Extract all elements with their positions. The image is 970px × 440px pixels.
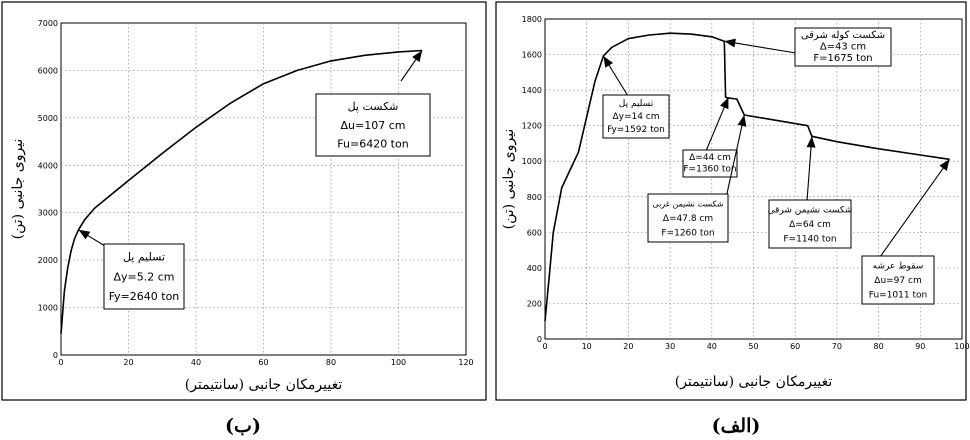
y-tick-label: 7000 xyxy=(38,19,58,28)
x-tick-label: 100 xyxy=(954,342,969,351)
annotation-text: Fy=2640 ton xyxy=(109,290,180,303)
arrowhead-icon xyxy=(939,159,950,171)
x-tick-label: 120 xyxy=(458,358,473,367)
x-tick-label: 30 xyxy=(665,342,675,351)
y-tick-label: 0 xyxy=(537,335,542,344)
annotation: Δ=44 cm F=1360 ton xyxy=(682,97,738,178)
annotation-text: Δy=14 cm xyxy=(612,112,659,122)
annotation: تسلیم پل Δy=14 cm Fy=1592 ton xyxy=(602,55,670,139)
y-tick-label: 0 xyxy=(53,351,58,360)
y-tick-label: 1800 xyxy=(522,15,542,24)
annotation-text: Δ=44 cm xyxy=(689,153,731,163)
y-axis-label: نیروی جانبی (تن) xyxy=(501,129,517,230)
y-tick-label: 400 xyxy=(527,264,542,273)
panel-label: (ب) xyxy=(225,415,261,437)
annotation-text: Fu=1011 ton xyxy=(869,290,927,300)
annotation-text: شکست پل xyxy=(348,100,399,113)
arrowhead-icon xyxy=(806,136,816,148)
y-tick-label: 1000 xyxy=(38,304,58,313)
arrowhead-icon xyxy=(724,38,736,48)
annotation-text: Δ=43 cm xyxy=(820,41,866,52)
y-tick-label: 1000 xyxy=(522,157,542,166)
annotation-text: Δy=5.2 cm xyxy=(113,270,174,283)
arrowhead-icon xyxy=(412,50,423,63)
y-tick-label: 200 xyxy=(527,299,542,308)
annotation-box xyxy=(794,27,892,67)
x-tick-label: 100 xyxy=(391,358,406,367)
annotation-leader-line xyxy=(724,40,803,55)
x-axis-label: تغییرمکان جانبی (سانتیمتر) xyxy=(185,377,343,393)
annotation-text: Fy=1592 ton xyxy=(607,125,665,135)
data-series-line xyxy=(60,49,423,334)
y-tick-label: 1600 xyxy=(522,51,542,60)
annotation-leader-line xyxy=(879,158,950,258)
annotation: شکست نشیمن شرقی Δ=64 cm F=1140 ton xyxy=(768,136,853,249)
annotation-text: F=1360 ton xyxy=(683,165,736,175)
annotation: شکست نشیمن غربی Δ=47.8 cm F=1260 ton xyxy=(647,114,747,243)
chart-panel-2: 0 10 20 30 40 50 60 70 80 90 100020040060080010001… xyxy=(495,1,970,437)
panel-label: (الف) xyxy=(712,415,761,437)
annotation-text: سقوط عرشه xyxy=(873,261,924,271)
x-tick-label: 60 xyxy=(790,342,800,351)
annotation: شکست پل Δu=107 cm Fu=6420 ton xyxy=(315,50,431,157)
annotation-box xyxy=(861,255,935,305)
y-tick-label: 1200 xyxy=(522,122,542,131)
x-tick-label: 40 xyxy=(707,342,717,351)
y-tick-label: 1400 xyxy=(522,86,542,95)
arrowhead-icon xyxy=(720,97,729,110)
chart-panel-1: 0 20 40 60 80 100 120 0 1000 2000 3000 4000 5000 6000… xyxy=(1,1,487,437)
x-tick-label: 80 xyxy=(326,358,336,367)
annotation-text: Δu=97 cm xyxy=(874,276,921,286)
y-tick-label: 800 xyxy=(527,193,542,202)
y-tick-label: 2000 xyxy=(38,256,58,265)
x-tick-label: 70 xyxy=(832,342,842,351)
annotation-box xyxy=(768,199,852,249)
x-axis-label: تغییرمکان جانبی (سانتیمتر) xyxy=(675,374,833,390)
y-tick-label: 6000 xyxy=(38,66,58,75)
x-tick-label: 0 xyxy=(542,342,547,351)
annotation-box xyxy=(647,193,729,243)
annotation-text: شکست کوله شرقی xyxy=(801,30,885,41)
annotation: سقوط عرشه Δu=97 cm Fu=1011 ton xyxy=(861,158,950,305)
annotation-text: شکست نشیمن غربی xyxy=(652,199,723,208)
annotation-leader-line xyxy=(725,114,745,199)
annotation-text: شکست نشیمن شرقی xyxy=(768,205,853,215)
y-tick-label: 3000 xyxy=(38,209,58,218)
arrowhead-icon xyxy=(603,55,613,68)
annotation-box xyxy=(682,149,738,178)
annotation-box xyxy=(315,93,431,157)
x-tick-label: 20 xyxy=(623,342,633,351)
annotation-text: F=1260 ton xyxy=(661,228,714,238)
x-tick-label: 20 xyxy=(123,358,133,367)
x-tick-label: 10 xyxy=(582,342,592,351)
x-tick-label: 80 xyxy=(874,342,884,351)
annotation-text: F=1140 ton xyxy=(783,234,836,244)
y-axis-label: نیروی جانبی (تن) xyxy=(10,139,26,240)
annotation-box xyxy=(602,94,670,139)
annotation-text: F=1675 ton xyxy=(813,53,872,64)
x-tick-label: 40 xyxy=(191,358,201,367)
annotation-text: تسلیم پل xyxy=(619,99,654,109)
x-tick-label: 50 xyxy=(748,342,758,351)
annotation-text: تسلیم پل xyxy=(123,251,165,264)
arrowhead-icon xyxy=(78,229,91,240)
y-tick-label: 5000 xyxy=(38,114,58,123)
annotation-text: Δu=107 cm xyxy=(341,119,406,132)
x-tick-label: 60 xyxy=(258,358,268,367)
annotation-text: Fu=6420 ton xyxy=(337,138,408,151)
data-series-line xyxy=(544,32,950,322)
y-tick-label: 4000 xyxy=(38,161,58,170)
annotation-text: Δ=47.8 cm xyxy=(663,214,713,224)
annotation-box xyxy=(103,243,185,310)
x-tick-label: 0 xyxy=(58,358,63,367)
x-tick-label: 90 xyxy=(915,342,925,351)
arrowhead-icon xyxy=(737,115,747,127)
annotation: تسلیم پل Δy=5.2 cm Fy=2640 ton xyxy=(78,229,185,310)
y-tick-label: 600 xyxy=(527,228,542,237)
annotation-text: Δ=64 cm xyxy=(789,220,831,230)
